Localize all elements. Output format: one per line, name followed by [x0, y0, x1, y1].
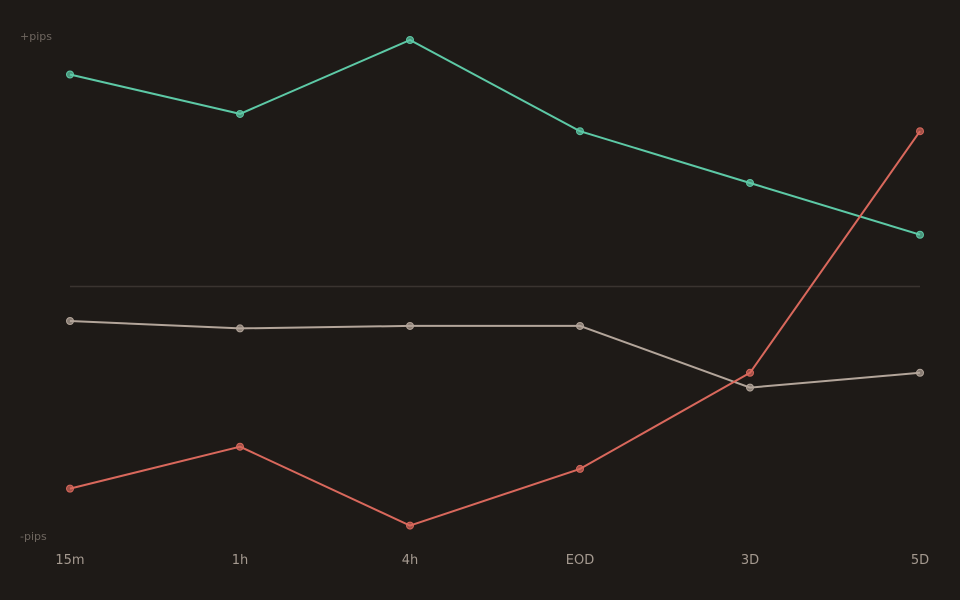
x-tick-label: 4h — [402, 553, 419, 568]
data-point — [746, 368, 754, 377]
data-point — [406, 36, 414, 44]
data-point — [576, 127, 584, 136]
data-point — [746, 178, 754, 187]
y-axis-top-label: +pips — [20, 30, 52, 43]
data-point — [576, 464, 584, 473]
data-point — [406, 521, 414, 530]
x-tick-label: 5D — [911, 553, 929, 568]
data-point — [406, 321, 414, 330]
data-point — [236, 442, 244, 451]
x-axis: 15m 1h 4h EOD 3D 5D — [55, 553, 929, 568]
series-3 — [66, 127, 924, 530]
series-layer — [66, 36, 924, 530]
data-point — [236, 324, 244, 333]
data-point — [66, 70, 74, 79]
x-tick-label: 15m — [55, 553, 84, 568]
series-1 — [66, 36, 924, 239]
series-2 — [66, 317, 924, 392]
y-axis-bottom-label: -pips — [20, 530, 47, 543]
series-line — [69, 320, 921, 389]
data-point — [746, 383, 754, 392]
data-point — [66, 317, 74, 326]
data-point — [66, 484, 74, 493]
series-line — [69, 39, 921, 236]
data-point — [236, 109, 244, 118]
data-point — [916, 127, 924, 136]
x-tick-label: 1h — [232, 553, 249, 568]
x-tick-label: 3D — [741, 553, 759, 568]
data-point — [576, 321, 584, 330]
data-point — [916, 368, 924, 377]
data-point — [916, 230, 924, 239]
series-line — [69, 130, 921, 527]
x-tick-label: EOD — [566, 553, 594, 568]
